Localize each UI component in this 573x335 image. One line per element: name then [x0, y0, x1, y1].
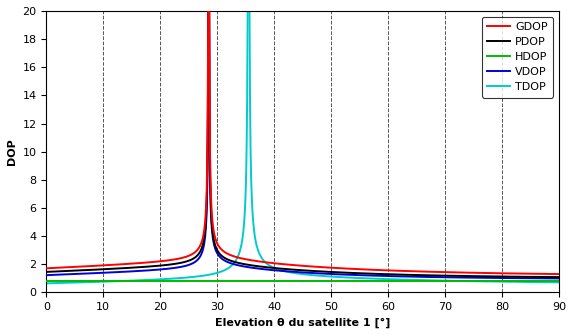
- GDOP: [140, 261, 147, 265]
- HDOP: [395, 279, 402, 283]
- GDOP: [105, 263, 112, 267]
- Line: TDOP: TDOP: [46, 11, 248, 283]
- VDOP: [205, 9, 211, 13]
- HDOP: [556, 279, 563, 283]
- HDOP: [43, 279, 50, 283]
- Line: GDOP: GDOP: [46, 11, 208, 268]
- HDOP: [250, 279, 257, 283]
- GDOP: [43, 266, 50, 270]
- VDOP: [105, 271, 112, 275]
- HDOP: [95, 279, 102, 283]
- PDOP: [164, 263, 171, 267]
- GDOP: [72, 265, 79, 269]
- HDOP: [452, 279, 459, 283]
- PDOP: [140, 265, 147, 269]
- VDOP: [176, 265, 183, 269]
- PDOP: [176, 261, 183, 265]
- GDOP: [205, 9, 211, 13]
- VDOP: [140, 269, 147, 273]
- TDOP: [194, 274, 201, 278]
- Line: PDOP: PDOP: [46, 11, 208, 272]
- PDOP: [105, 267, 112, 271]
- PDOP: [72, 269, 79, 273]
- HDOP: [443, 279, 450, 283]
- TDOP: [245, 9, 252, 13]
- VDOP: [43, 273, 50, 277]
- X-axis label: Elevation θ du satellite 1 [°]: Elevation θ du satellite 1 [°]: [215, 318, 390, 328]
- Y-axis label: DOP: DOP: [7, 138, 17, 165]
- TDOP: [120, 279, 127, 283]
- GDOP: [148, 260, 155, 264]
- TDOP: [174, 276, 181, 280]
- VDOP: [164, 267, 171, 271]
- GDOP: [164, 259, 171, 263]
- TDOP: [164, 277, 171, 281]
- HDOP: [269, 279, 276, 283]
- TDOP: [43, 281, 50, 285]
- TDOP: [80, 280, 87, 284]
- PDOP: [148, 264, 155, 268]
- PDOP: [205, 9, 211, 13]
- TDOP: [209, 272, 215, 276]
- PDOP: [43, 270, 50, 274]
- Line: VDOP: VDOP: [46, 11, 208, 275]
- VDOP: [72, 272, 79, 276]
- Legend: GDOP, PDOP, HDOP, VDOP, TDOP: GDOP, PDOP, HDOP, VDOP, TDOP: [482, 16, 554, 97]
- GDOP: [205, 9, 211, 13]
- PDOP: [205, 9, 211, 13]
- GDOP: [176, 257, 183, 261]
- TDOP: [244, 9, 251, 13]
- VDOP: [148, 268, 155, 272]
